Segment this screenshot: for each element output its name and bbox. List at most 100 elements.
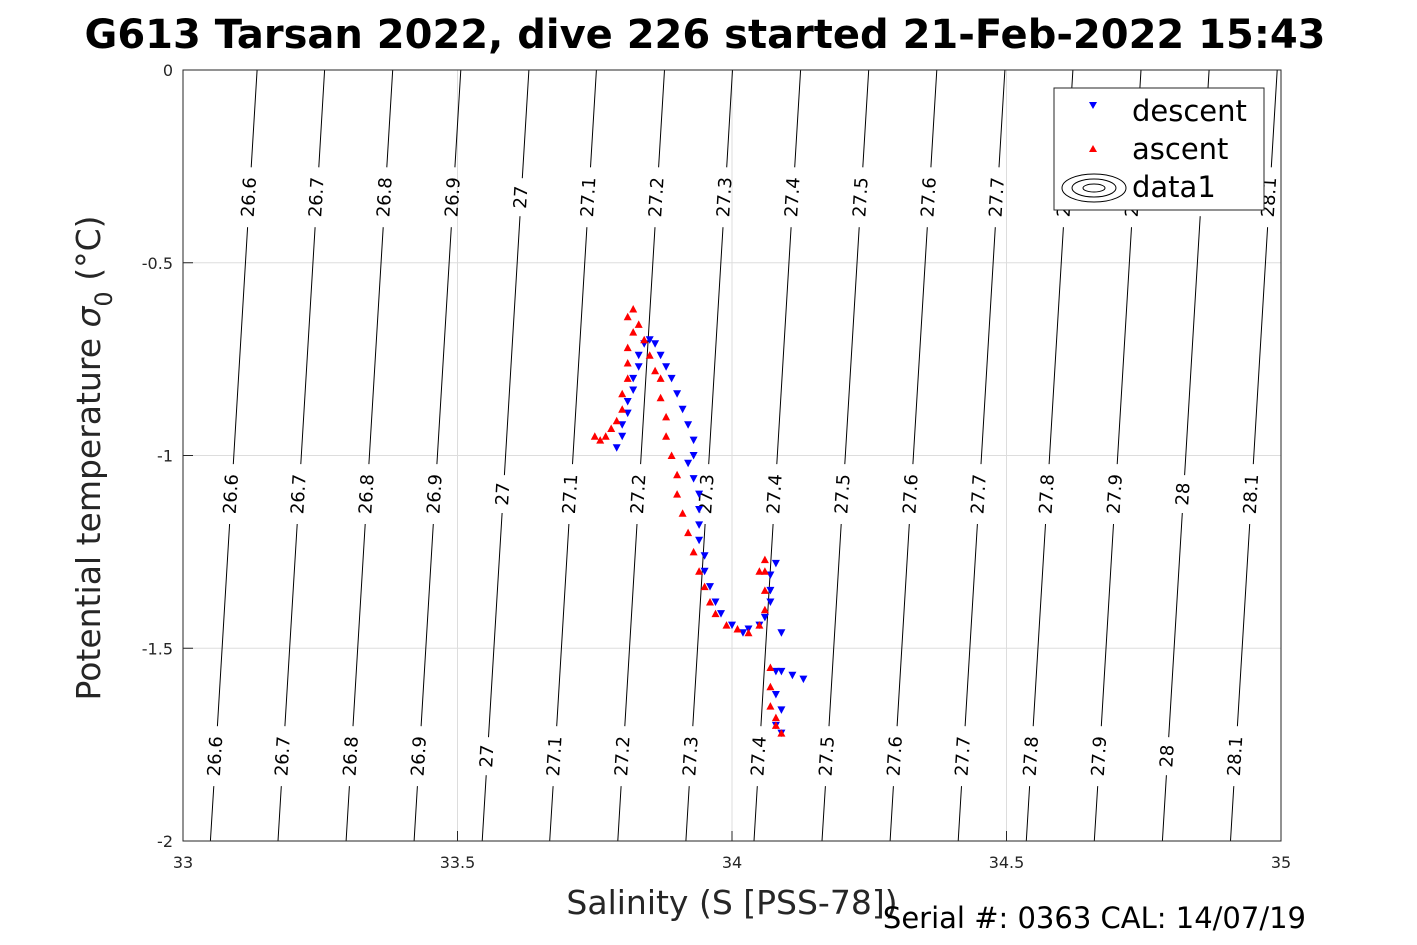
isopycnal-label: 27 [492, 482, 514, 506]
ascent-marker [733, 625, 742, 633]
ascent-marker [711, 609, 720, 618]
descent-marker [651, 340, 660, 348]
ascent-marker [706, 598, 714, 606]
isopycnal-label: 27.1 [543, 736, 566, 777]
isopycnal-line [481, 69, 530, 842]
ascent-marker [700, 582, 709, 591]
isopycnal-label: 27.6 [883, 736, 906, 777]
ascent-marker [744, 628, 753, 637]
isopycnal-label: 26.8 [355, 474, 378, 515]
descent-marker [700, 552, 709, 560]
ascent-marker [623, 374, 632, 382]
isopycnal-label: 26.9 [441, 177, 464, 218]
ascent-marker [678, 509, 687, 517]
y-tick-label: -1 [157, 447, 173, 466]
ascent-marker [640, 335, 649, 344]
isopycnal-label: 27.6 [917, 177, 940, 218]
isopycnal-label: 27.1 [577, 177, 600, 218]
legend: descent ascent data1 [1053, 87, 1265, 211]
descent-marker [623, 409, 632, 418]
descent-marker [799, 675, 808, 684]
ascent-marker [645, 351, 654, 359]
isopycnal-label: 27.3 [679, 736, 702, 777]
descent-marker [656, 351, 665, 360]
descent-marker [629, 386, 638, 394]
descent-marker [766, 571, 775, 579]
ascent-marker [766, 682, 775, 691]
ascent-marker [618, 389, 627, 398]
descent-marker [678, 405, 687, 414]
descent-marker [766, 586, 775, 595]
isopycnal-label: 26.6 [238, 177, 261, 218]
descent-marker [788, 671, 797, 680]
ascent-marker [673, 470, 682, 479]
isopycnal-label: 27.4 [763, 473, 786, 514]
descent-marker [689, 436, 698, 445]
legend-descent-marker [1089, 102, 1097, 109]
y-axis-label-unit: (°C) [69, 216, 108, 292]
descent-marker [766, 598, 775, 606]
isopycnal-line [277, 69, 326, 842]
descent-marker [728, 621, 736, 630]
isopycnal-line [685, 69, 733, 842]
y-axis-label-symbol: σ [69, 306, 108, 328]
isopycnal-label: 26.8 [339, 736, 362, 777]
descent-marker [700, 567, 709, 576]
isopycnal-line [753, 69, 802, 842]
isopycnal-label: 27.5 [815, 736, 838, 777]
isopycnal-line [413, 69, 462, 842]
descent-marker [777, 629, 786, 637]
ascent-marker [771, 721, 780, 729]
isopycnal-label: 28.1 [1240, 473, 1263, 514]
ascent-marker [684, 528, 693, 537]
isopycnal-label: 27.5 [831, 473, 854, 514]
x-tick-label: 33.5 [440, 853, 476, 872]
isopycnal-label: 26.9 [423, 473, 446, 514]
descent-marker [634, 351, 643, 360]
isopycnal-label: 27.7 [952, 736, 975, 777]
descent-marker [629, 374, 638, 383]
isopycnal-label: 26.9 [408, 736, 431, 777]
isopycnal-label: 26.7 [305, 177, 328, 218]
descent-marker [771, 691, 780, 699]
legend-ascent-label: ascent [1132, 132, 1228, 166]
x-tick-label: 33 [173, 853, 193, 872]
y-ticks: 0 -0.5 -1 -1.5 -2 [142, 61, 193, 851]
isopycnal-label: 27 [510, 185, 532, 209]
ascent-marker [656, 374, 665, 382]
isopycnal-label: 27.8 [1036, 473, 1059, 514]
descent-marker [612, 444, 621, 452]
legend-data1-label: data1 [1132, 170, 1216, 204]
ascent-marker [590, 432, 599, 440]
ascent-marker [760, 586, 769, 594]
x-tick-label: 34 [722, 853, 742, 872]
descent-marker [695, 536, 704, 545]
isopycnal-label: 27.2 [627, 473, 650, 514]
isopycnal-label: 27.8 [1020, 736, 1043, 777]
descent-marker [684, 459, 693, 468]
ascent-marker [760, 605, 769, 614]
isopycnal-label: 26.6 [204, 736, 227, 777]
ascent-marker [667, 451, 676, 459]
x-ticks: 33 33.5 34 34.5 35 [173, 831, 1291, 872]
ascent-marker [760, 567, 769, 575]
isopycnal-label: 28.1 [1224, 736, 1247, 777]
descent-marker [760, 613, 769, 622]
ascent-marker [662, 412, 671, 421]
ascent-marker [623, 312, 632, 321]
isopycnal-line [209, 69, 258, 842]
x-axis-label: Salinity (S [PSS-78]) [566, 883, 897, 922]
ascent-marker [601, 432, 610, 440]
y-axis-label: Potential temperature σ0 (°C) [69, 216, 118, 701]
ascent-marker [634, 320, 643, 328]
isopycnal-label: 26.6 [220, 473, 243, 514]
data-markers [590, 305, 808, 738]
isopycnal-line [549, 69, 597, 842]
ascent-marker [662, 432, 671, 440]
descent-marker [739, 629, 747, 637]
isopycnal-label: 26.7 [271, 736, 294, 777]
ascent-marker [766, 663, 775, 671]
serial-cal-footer: Serial #: 0363 CAL: 14/07/19 [883, 901, 1306, 935]
isopycnal-label: 27.2 [645, 177, 668, 218]
